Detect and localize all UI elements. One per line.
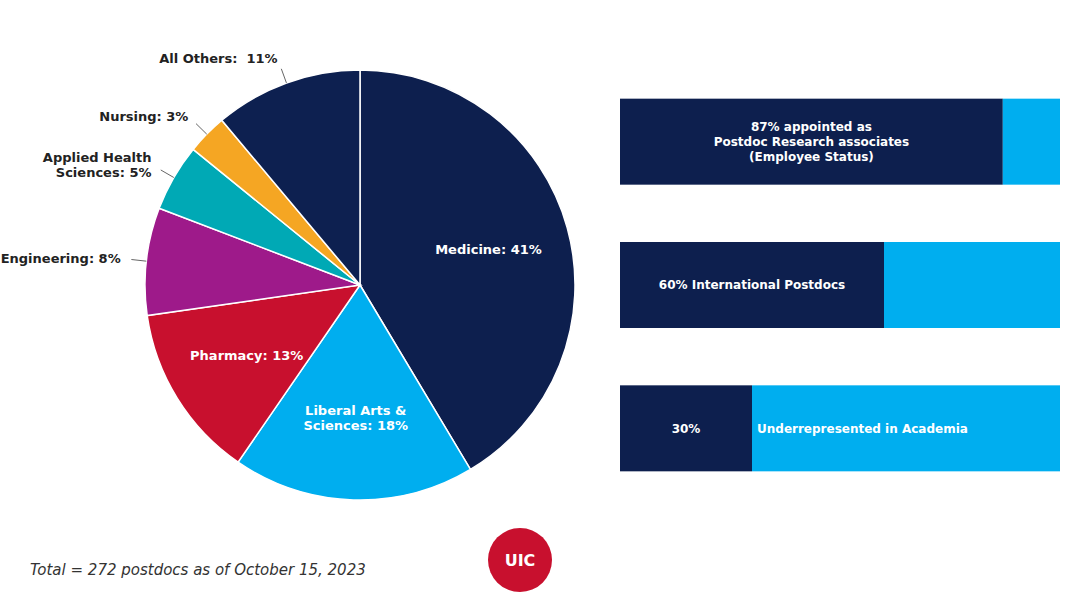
bar — [620, 385, 752, 471]
bar-label: 60% International Postdocs — [659, 278, 845, 292]
pie: Medicine: 41% Liberal Arts &Sciences: 18%… — [1, 51, 575, 500]
canvas: Medicine: 41% Liberal Arts &Sciences: 18%… — [0, 0, 1090, 613]
text-line: 87% appointed as — [751, 120, 872, 134]
data-label: Nursing: 3% — [99, 109, 188, 124]
data-label: Pharmacy: 13% — [190, 348, 303, 363]
leader-line — [161, 170, 174, 178]
bar — [620, 242, 884, 328]
slice — [222, 70, 360, 285]
text-line: Sciences: 5% — [56, 165, 152, 180]
text-line: Postdoc Research associates — [714, 135, 910, 149]
text-line: Applied Health — [43, 150, 152, 165]
bar — [620, 99, 1003, 185]
bar-label: 30% — [672, 422, 701, 436]
leader-line — [131, 260, 146, 262]
text-line: Liberal Arts & — [305, 403, 406, 418]
text-line: (Employee Status) — [749, 150, 874, 164]
text-line: All Others: 11% — [159, 51, 277, 66]
bar-label: Underrepresented in Academia — [757, 422, 968, 436]
slice-labels: Medicine: 41% Liberal Arts &Sciences: 18%… — [1, 51, 542, 433]
logo: UIC — [488, 528, 552, 592]
data-label: Medicine: 41% — [435, 242, 542, 257]
data-label: Engineering: 8% — [1, 251, 121, 266]
data-label: All Others: 11% — [159, 51, 277, 66]
footer: Total = 272 postdocs as of October 15, 2… — [30, 561, 366, 579]
data-label: Liberal Arts &Sciences: 18% — [303, 403, 408, 433]
text-line: Nursing: 3% — [99, 109, 188, 124]
text-line: Medicine: 41% — [435, 242, 542, 257]
bars — [620, 99, 1060, 472]
text-line: Sciences: 18% — [303, 418, 408, 433]
text-line: 60% International Postdocs — [659, 278, 845, 292]
data-label: Applied HealthSciences: 5% — [43, 150, 152, 180]
bar — [884, 242, 1060, 328]
bar-labels: 87% appointed asPostdoc Research associa… — [659, 120, 968, 436]
bar — [1003, 99, 1060, 185]
logo-circle — [488, 528, 552, 592]
slices — [145, 70, 575, 500]
text-line: Pharmacy: 13% — [190, 348, 303, 363]
text-line: Engineering: 8% — [1, 251, 121, 266]
leader-line — [196, 124, 207, 135]
bar — [752, 385, 1060, 471]
bar-label: 87% appointed asPostdoc Research associa… — [714, 120, 910, 164]
logo-text: UIC — [505, 551, 536, 570]
leader-line — [281, 69, 286, 83]
